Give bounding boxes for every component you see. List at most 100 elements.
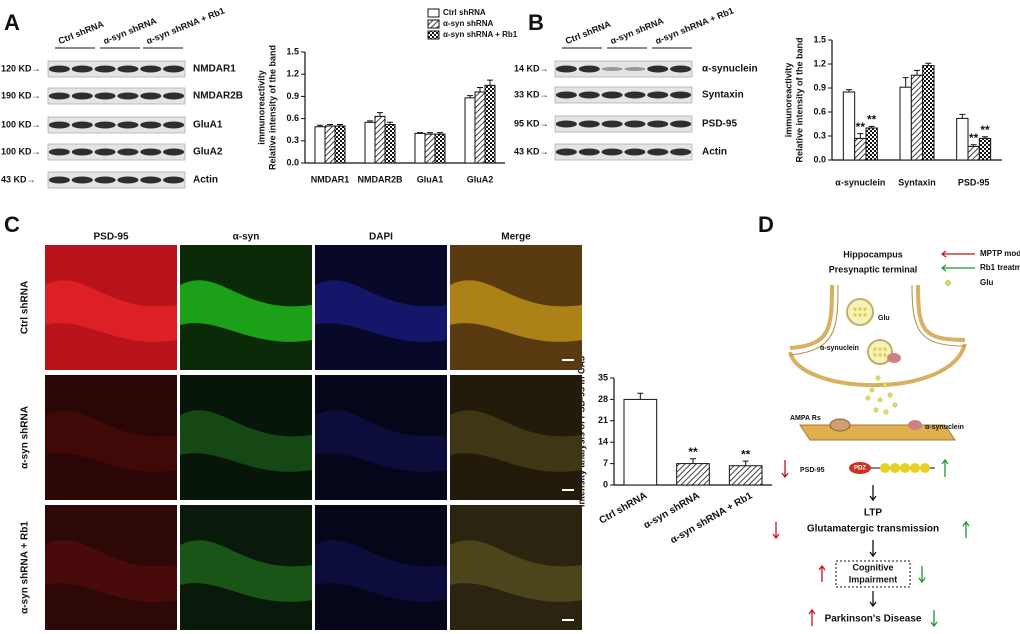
bar	[922, 65, 935, 161]
arrow	[869, 591, 877, 608]
arrow	[941, 458, 949, 477]
error-bar	[317, 124, 323, 127]
error-bar	[959, 113, 966, 119]
y-tick-label: 0.9	[286, 91, 299, 101]
x-tick-label: GluA2	[467, 174, 494, 184]
band	[555, 65, 577, 73]
x-tick-label: NMDAR2B	[358, 174, 404, 184]
row-label: α-syn shRNA	[20, 406, 31, 469]
band	[163, 176, 185, 184]
glu	[882, 382, 888, 388]
y-tick-label: 21	[598, 415, 608, 425]
column-header: α-syn	[233, 232, 260, 243]
band	[163, 65, 185, 73]
group-label: α-syn shRNA + Rb1	[145, 6, 226, 47]
blot-strip	[47, 171, 186, 189]
x-tick-label: NMDAR1	[311, 174, 350, 184]
band	[601, 67, 623, 71]
row-label: Ctrl shRNA	[20, 281, 31, 334]
bar	[623, 398, 658, 486]
band	[601, 148, 623, 156]
band	[624, 67, 646, 71]
panel-label: A	[4, 10, 20, 35]
blot-strip	[47, 116, 186, 134]
protein-label: PSD-95	[702, 119, 737, 130]
protein-label: Actin	[702, 147, 727, 158]
band	[94, 121, 116, 129]
cell-layer	[45, 280, 177, 342]
band	[624, 91, 646, 99]
glu	[878, 353, 882, 357]
glu	[869, 387, 875, 393]
blot-strip	[47, 143, 186, 161]
arrow	[869, 540, 877, 558]
bar	[484, 84, 496, 164]
band	[71, 121, 93, 129]
protein-label: GluA2	[193, 147, 223, 158]
bar	[956, 117, 969, 161]
diagram-label: PDZ	[854, 466, 866, 472]
bar	[314, 126, 326, 164]
error-bar	[925, 62, 932, 66]
significance: **	[741, 447, 751, 461]
column-header: DAPI	[369, 232, 393, 243]
error-bar	[690, 458, 696, 464]
protein-label: NMDAR2B	[193, 91, 243, 102]
protein-label: GluA1	[193, 120, 223, 131]
band	[601, 120, 623, 128]
band	[94, 65, 116, 73]
legend-arrow	[941, 264, 975, 272]
size-label: 14 KD→	[514, 63, 549, 73]
cell-layer	[450, 540, 582, 602]
y-tick-label: 0.0	[813, 154, 826, 164]
band	[578, 148, 600, 156]
arrow	[772, 522, 780, 540]
bar	[434, 133, 446, 164]
x-tick-label: α-synuclein	[835, 177, 885, 187]
legend-label: Glu	[980, 278, 993, 287]
cell-layer	[180, 540, 312, 602]
blot-strip	[554, 115, 693, 133]
band	[94, 148, 116, 156]
size-label: 95 KD→	[514, 118, 549, 128]
flow-step: Glutamatergic transmission	[807, 524, 939, 535]
glu	[858, 313, 862, 317]
band	[647, 148, 669, 156]
band	[117, 65, 139, 73]
size-label: 43 KD→	[1, 174, 36, 184]
band	[163, 92, 185, 100]
band	[163, 148, 185, 156]
band	[140, 92, 162, 100]
legend-label: Rb1 treatment	[980, 263, 1020, 272]
band	[555, 91, 577, 99]
band	[48, 92, 70, 100]
band	[48, 65, 70, 73]
bar	[910, 74, 924, 161]
band	[117, 148, 139, 156]
glu-icon	[945, 280, 951, 286]
flow-step: Parkinson's Disease	[825, 614, 922, 625]
legend-swatch	[427, 8, 440, 18]
y-tick-label: 0.6	[286, 113, 299, 123]
cell-layer	[450, 280, 582, 342]
domain	[920, 463, 930, 473]
column-header: PSD-95	[93, 232, 128, 243]
legend-label: α-syn shRNA	[443, 19, 493, 28]
receptor	[829, 418, 851, 432]
y-tick-label: 35	[598, 372, 608, 382]
protein-label: Actin	[193, 175, 218, 186]
band	[624, 148, 646, 156]
significance: **	[688, 445, 698, 459]
protein-label: Syntaxin	[702, 90, 744, 101]
diagram-title: Hippocampus	[843, 249, 903, 259]
y-tick-label: 1.5	[813, 34, 826, 44]
error-bar	[487, 79, 493, 86]
size-label: 190 KD→	[1, 90, 41, 100]
band	[555, 120, 577, 128]
glu	[853, 307, 857, 311]
bar	[978, 137, 992, 161]
error-bar	[970, 144, 977, 147]
x-tick-label: Syntaxin	[898, 177, 936, 187]
glu	[863, 307, 867, 311]
y-tick-label: 0	[603, 479, 608, 489]
